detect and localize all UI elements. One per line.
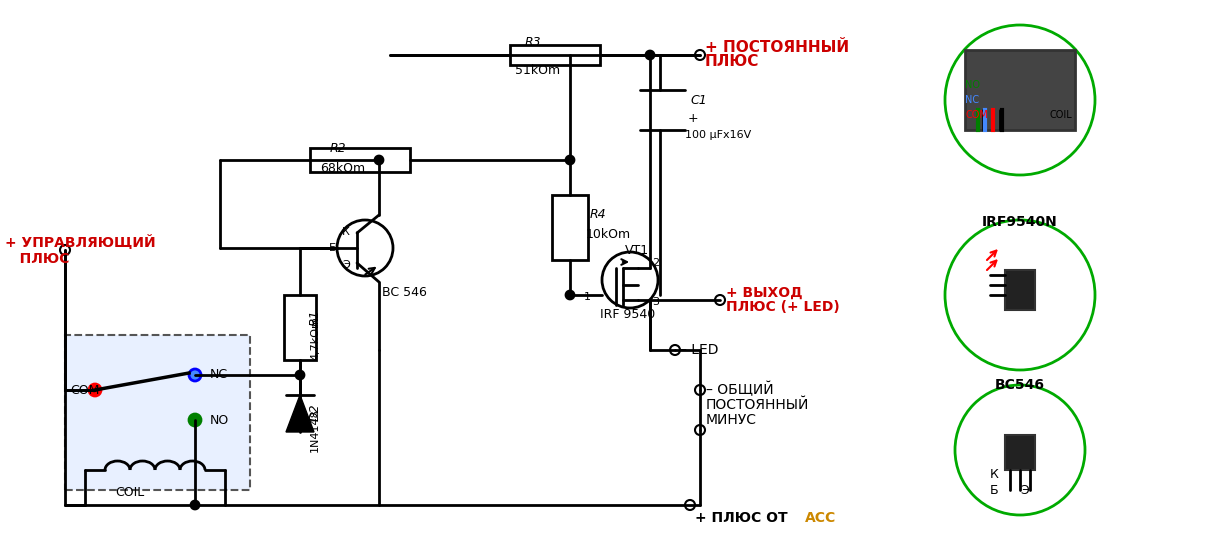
Bar xyxy=(65,335,250,490)
Text: COIL: COIL xyxy=(1050,110,1073,120)
Text: 100 μFx16V: 100 μFx16V xyxy=(685,130,751,140)
Text: Э: Э xyxy=(342,260,350,270)
Text: ACC: ACC xyxy=(805,511,836,525)
Text: IRF9540N: IRF9540N xyxy=(982,215,1057,229)
Circle shape xyxy=(685,500,695,510)
Circle shape xyxy=(567,156,574,164)
Text: – LED: – LED xyxy=(680,343,718,357)
Text: 51kОm: 51kОm xyxy=(515,63,560,77)
Text: D2: D2 xyxy=(309,403,321,421)
Bar xyxy=(284,295,316,360)
Text: + ПЛЮС ОТ: + ПЛЮС ОТ xyxy=(695,511,792,525)
Bar xyxy=(1005,435,1035,470)
Circle shape xyxy=(646,51,654,59)
Circle shape xyxy=(337,220,393,276)
Text: + ПОСТОЯННЫЙ: + ПОСТОЯННЫЙ xyxy=(705,40,849,55)
Polygon shape xyxy=(286,395,314,432)
Text: BC546: BC546 xyxy=(995,378,1045,392)
Text: NC: NC xyxy=(210,369,228,381)
Circle shape xyxy=(375,156,383,164)
Circle shape xyxy=(295,371,304,379)
Text: К: К xyxy=(342,227,350,237)
Text: ПЛЮС (+ LED): ПЛЮС (+ LED) xyxy=(726,300,840,314)
Text: COM: COM xyxy=(70,383,99,397)
Circle shape xyxy=(60,245,70,255)
Bar xyxy=(510,45,600,65)
Text: ПЛЮС: ПЛЮС xyxy=(705,55,759,69)
Circle shape xyxy=(670,345,680,355)
Text: ПОСТОЯННЫЙ: ПОСТОЯННЫЙ xyxy=(706,398,810,412)
Text: R1: R1 xyxy=(309,310,321,327)
Text: VT1: VT1 xyxy=(625,243,650,257)
Text: 3: 3 xyxy=(652,297,659,307)
Bar xyxy=(1005,270,1035,310)
Text: BC 546: BC 546 xyxy=(382,286,427,299)
Text: IRF 9540: IRF 9540 xyxy=(600,309,656,322)
Text: +: + xyxy=(687,112,698,125)
Text: Э: Э xyxy=(1020,484,1029,497)
Bar xyxy=(965,50,1074,130)
Circle shape xyxy=(695,425,705,435)
Circle shape xyxy=(716,295,725,305)
Text: МИНУС: МИНУС xyxy=(706,413,757,427)
Text: NO: NO xyxy=(965,80,980,90)
Text: C1: C1 xyxy=(690,94,707,107)
Text: NC: NC xyxy=(965,95,979,105)
Circle shape xyxy=(945,220,1095,370)
Circle shape xyxy=(190,501,199,509)
Circle shape xyxy=(955,385,1085,515)
Circle shape xyxy=(602,252,658,308)
Text: Б: Б xyxy=(990,484,999,497)
Text: R4: R4 xyxy=(590,208,607,222)
Text: 10kОm: 10kОm xyxy=(586,229,631,241)
Text: NO: NO xyxy=(210,414,230,427)
Text: R2: R2 xyxy=(330,142,347,154)
Circle shape xyxy=(89,384,101,396)
Circle shape xyxy=(189,414,201,426)
Text: Б: Б xyxy=(328,243,337,253)
Text: + УПРАВЛЯЮЩИЙ
   ПЛЮС: + УПРАВЛЯЮЩИЙ ПЛЮС xyxy=(5,235,155,266)
Text: 1N4148: 1N4148 xyxy=(310,408,320,452)
Text: + ВЫХОД: + ВЫХОД xyxy=(726,286,802,300)
Text: 2: 2 xyxy=(652,258,659,268)
Circle shape xyxy=(567,291,574,299)
Circle shape xyxy=(695,385,705,395)
Circle shape xyxy=(189,369,201,381)
Text: 1: 1 xyxy=(584,292,591,302)
Text: R3: R3 xyxy=(525,36,542,49)
Text: К: К xyxy=(990,468,999,481)
Text: COIL: COIL xyxy=(115,486,144,498)
Text: COM: COM xyxy=(965,110,988,120)
Circle shape xyxy=(945,25,1095,175)
Bar xyxy=(310,148,410,172)
Text: – ОБЩИЙ: – ОБЩИЙ xyxy=(706,382,774,398)
Bar xyxy=(552,195,589,260)
Text: 68kОm: 68kОm xyxy=(320,161,365,174)
Text: 4,7kОm: 4,7kОm xyxy=(310,316,320,360)
Circle shape xyxy=(695,50,705,60)
